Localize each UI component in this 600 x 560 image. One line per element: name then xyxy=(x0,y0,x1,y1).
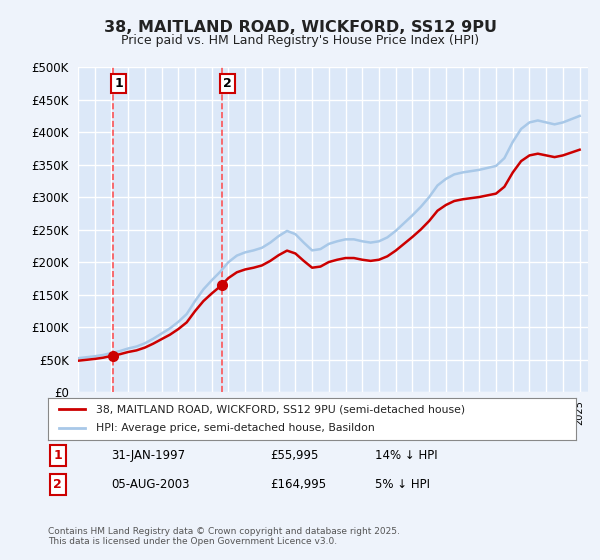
Text: HPI: Average price, semi-detached house, Basildon: HPI: Average price, semi-detached house,… xyxy=(95,423,374,433)
Text: 05-AUG-2003: 05-AUG-2003 xyxy=(112,478,190,491)
Text: 2: 2 xyxy=(223,77,232,90)
Text: 14% ↓ HPI: 14% ↓ HPI xyxy=(376,449,438,462)
Text: Price paid vs. HM Land Registry's House Price Index (HPI): Price paid vs. HM Land Registry's House … xyxy=(121,34,479,46)
Text: 38, MAITLAND ROAD, WICKFORD, SS12 9PU (semi-detached house): 38, MAITLAND ROAD, WICKFORD, SS12 9PU (s… xyxy=(95,404,464,414)
Text: £55,995: £55,995 xyxy=(270,449,318,462)
Text: Contains HM Land Registry data © Crown copyright and database right 2025.
This d: Contains HM Land Registry data © Crown c… xyxy=(48,526,400,546)
Text: 5% ↓ HPI: 5% ↓ HPI xyxy=(376,478,430,491)
Text: 1: 1 xyxy=(53,449,62,462)
Text: 1: 1 xyxy=(115,77,123,90)
Text: 31-JAN-1997: 31-JAN-1997 xyxy=(112,449,185,462)
Text: 2: 2 xyxy=(53,478,62,491)
Text: 38, MAITLAND ROAD, WICKFORD, SS12 9PU: 38, MAITLAND ROAD, WICKFORD, SS12 9PU xyxy=(104,20,497,35)
Text: £164,995: £164,995 xyxy=(270,478,326,491)
